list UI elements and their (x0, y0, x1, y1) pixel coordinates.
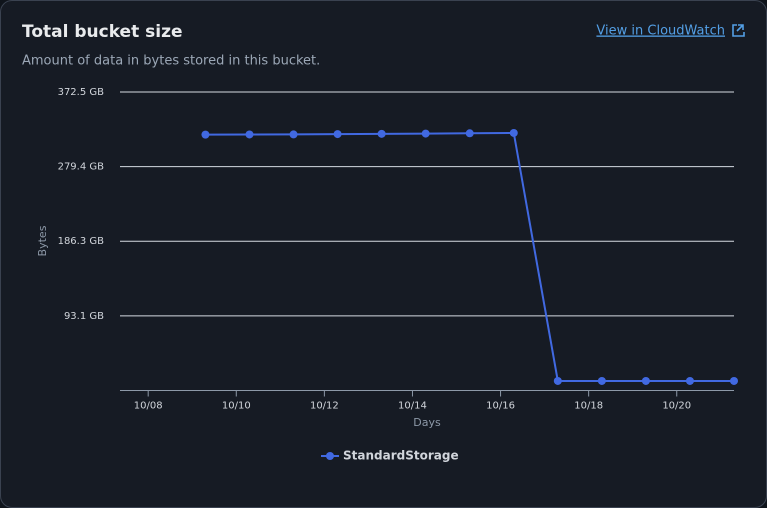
cloudwatch-link[interactable]: View in CloudWatch (596, 24, 725, 39)
x-tick-label: 10/14 (398, 401, 427, 412)
external-icon[interactable] (732, 24, 745, 37)
data-point (641, 376, 650, 385)
data-point (509, 128, 518, 137)
data-point (685, 376, 694, 385)
data-point (377, 129, 386, 138)
y-tick-label: 186.3 GB (58, 236, 105, 247)
data-point (201, 130, 210, 139)
series-line (205, 131, 734, 382)
data-point (245, 130, 254, 139)
legend-dot (326, 452, 334, 460)
x-tick-label: 10/08 (134, 401, 163, 412)
x-tick-label: 10/12 (310, 401, 339, 412)
data-point (730, 376, 738, 385)
y-tick-label: 372.5 GB (58, 87, 105, 98)
data-point (421, 129, 430, 138)
x-tick-label: 10/18 (574, 401, 603, 412)
y-tick-label: 279.4 GB (58, 162, 105, 173)
data-point (597, 376, 606, 385)
data-point (465, 129, 474, 138)
legend-label: StandardStorage (343, 449, 459, 463)
x-axis-label: Days (413, 416, 441, 429)
subtitle: Amount of data in bytes stored in this b… (22, 54, 320, 69)
data-point (289, 130, 298, 139)
y-axis-label: Bytes (36, 225, 49, 256)
x-tick-label: 10/16 (486, 401, 515, 412)
chart-title: Total bucket size (22, 22, 183, 42)
data-point (333, 130, 342, 139)
y-tick-label: 93.1 GB (64, 311, 104, 322)
data-point (553, 376, 562, 385)
x-tick-label: 10/20 (662, 401, 691, 412)
x-tick-label: 10/10 (222, 401, 251, 412)
